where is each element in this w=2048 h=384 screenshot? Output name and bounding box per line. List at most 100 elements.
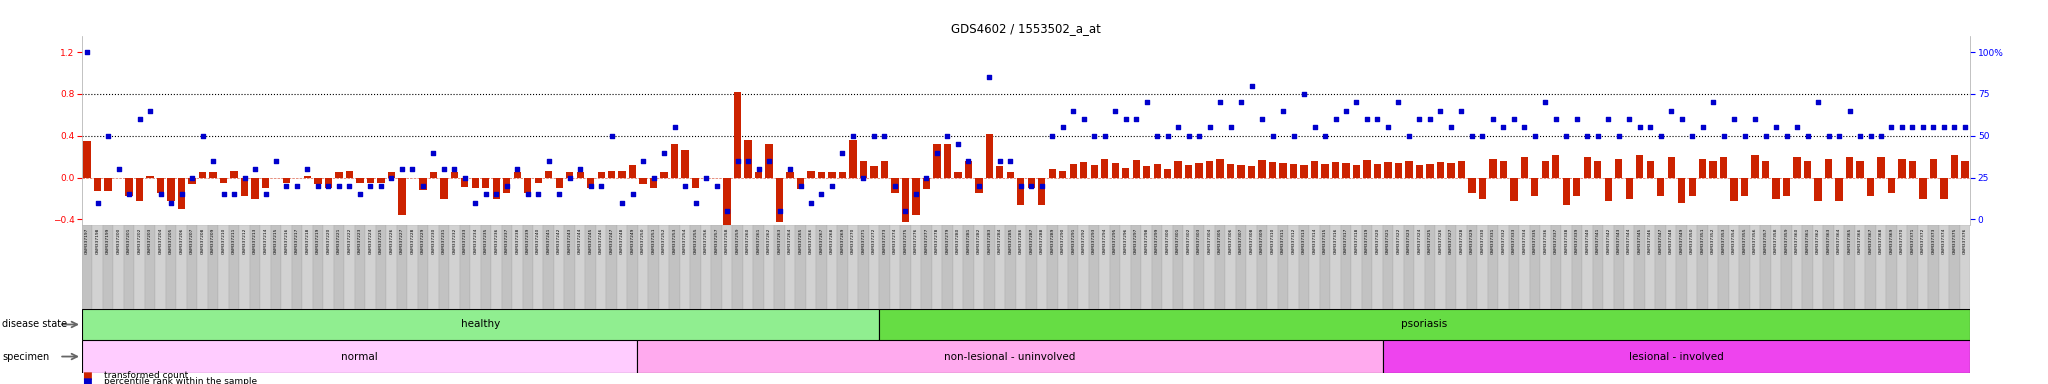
Text: GSM337207: GSM337207 — [190, 227, 195, 253]
Bar — [1163, 169, 1171, 178]
Text: GSM337348: GSM337348 — [1669, 227, 1673, 253]
Text: GSM337218: GSM337218 — [305, 227, 309, 253]
Bar — [283, 178, 291, 183]
Text: GSM337214: GSM337214 — [264, 227, 268, 253]
Text: GSM337369: GSM337369 — [1890, 227, 1894, 253]
Point — [1067, 116, 1100, 122]
Bar — [598, 172, 604, 178]
Bar — [481, 178, 489, 188]
Bar — [1616, 159, 1622, 178]
Bar — [512, 225, 522, 309]
Point — [344, 191, 377, 197]
Point — [963, 183, 995, 189]
Text: GSM337334: GSM337334 — [1522, 227, 1526, 253]
Bar — [1133, 160, 1141, 178]
Bar — [1583, 157, 1591, 178]
Bar — [1468, 178, 1475, 193]
Bar — [659, 225, 670, 309]
Text: GSM337209: GSM337209 — [211, 227, 215, 253]
Bar — [1341, 225, 1352, 309]
Text: GSM337211: GSM337211 — [231, 227, 236, 253]
Bar — [1321, 164, 1329, 178]
Point — [1886, 124, 1919, 131]
Point — [1550, 133, 1583, 139]
Text: GSM337350: GSM337350 — [1690, 227, 1694, 254]
Bar — [375, 225, 387, 309]
Bar — [1446, 225, 1456, 309]
Point — [1602, 133, 1634, 139]
Bar — [637, 340, 1382, 373]
Point — [1864, 133, 1896, 139]
Point — [365, 183, 397, 189]
Point — [385, 166, 418, 172]
Point — [1047, 124, 1079, 131]
Bar — [494, 178, 500, 199]
Text: GSM337356: GSM337356 — [1753, 227, 1757, 254]
Point — [227, 175, 260, 181]
Point — [1036, 133, 1069, 139]
Bar — [1634, 225, 1645, 309]
Bar — [1141, 225, 1151, 309]
Point — [1853, 133, 1886, 139]
Point — [418, 149, 451, 156]
Text: GSM337278: GSM337278 — [934, 227, 938, 253]
Point — [1497, 116, 1530, 122]
Point — [133, 108, 166, 114]
Bar — [911, 178, 920, 215]
Text: GSM337293: GSM337293 — [1092, 227, 1096, 253]
Bar — [805, 225, 817, 309]
Bar — [743, 225, 754, 309]
Bar — [1184, 225, 1194, 309]
Text: GSM337326: GSM337326 — [1438, 227, 1442, 253]
Text: GSM337343: GSM337343 — [1616, 227, 1620, 253]
Bar — [1384, 162, 1393, 178]
Bar — [1425, 225, 1436, 309]
Bar — [1866, 225, 1876, 309]
Point — [1907, 124, 1939, 131]
Point — [502, 166, 535, 172]
Point — [1151, 133, 1184, 139]
Text: GSM337333: GSM337333 — [1511, 227, 1516, 253]
Text: GSM337233: GSM337233 — [463, 227, 467, 253]
Point — [795, 200, 827, 206]
Bar — [387, 225, 397, 309]
Bar — [932, 225, 942, 309]
Text: GSM337232: GSM337232 — [453, 227, 457, 253]
Point — [1843, 133, 1876, 139]
Point — [637, 175, 670, 181]
Bar — [649, 178, 657, 188]
Point — [1329, 108, 1362, 114]
Bar — [1151, 225, 1163, 309]
Bar — [1645, 225, 1655, 309]
Bar — [944, 144, 950, 178]
Bar — [1802, 225, 1812, 309]
Bar — [229, 225, 240, 309]
Point — [1255, 133, 1288, 139]
Bar — [1929, 159, 1937, 178]
Bar — [514, 172, 520, 178]
Bar — [1812, 225, 1823, 309]
Point — [1266, 108, 1298, 114]
Bar — [879, 225, 889, 309]
Bar — [975, 178, 983, 193]
Bar — [1561, 225, 1571, 309]
Bar — [649, 225, 659, 309]
Point — [1456, 133, 1489, 139]
Bar — [1552, 155, 1559, 178]
Text: GSM337208: GSM337208 — [201, 227, 205, 253]
Text: GSM337275: GSM337275 — [903, 227, 907, 254]
Bar — [1741, 178, 1749, 197]
Bar — [588, 178, 594, 188]
Bar — [784, 225, 795, 309]
Point — [657, 124, 690, 131]
Bar — [145, 225, 156, 309]
Bar — [1499, 161, 1507, 178]
Text: GSM337352: GSM337352 — [1712, 227, 1714, 254]
Text: GSM337313: GSM337313 — [1303, 227, 1307, 253]
Bar — [303, 225, 313, 309]
Bar — [670, 225, 680, 309]
Bar — [690, 225, 700, 309]
Text: GSM337307: GSM337307 — [1239, 227, 1243, 253]
Bar — [1917, 225, 1929, 309]
Bar — [1888, 178, 1894, 193]
